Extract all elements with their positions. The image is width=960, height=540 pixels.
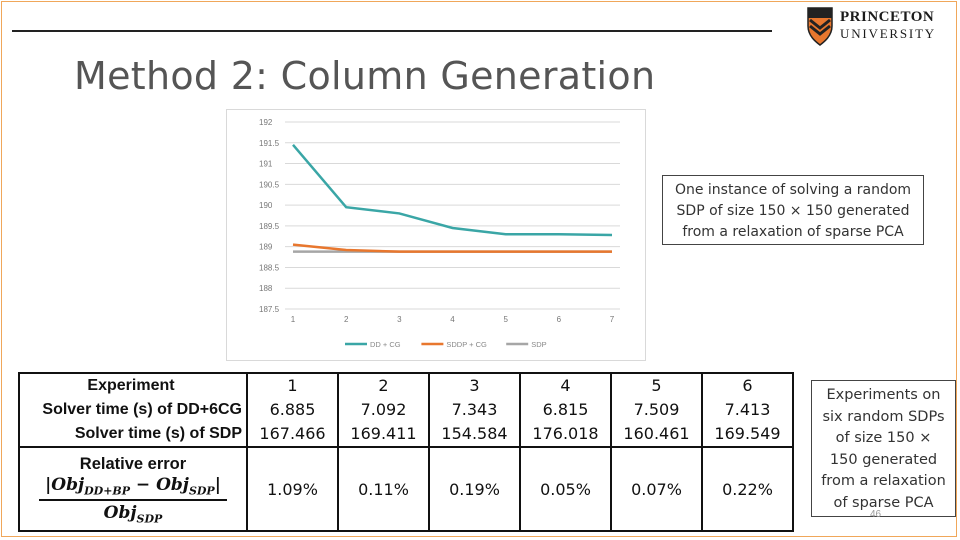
legend-label: DD + CG (370, 340, 401, 349)
experiment-column: 1 6.885 167.466 (246, 372, 339, 448)
relative-error-value: 0.07% (610, 446, 703, 532)
legend-label: SDP (531, 340, 546, 349)
sdp-time: 169.411 (350, 424, 417, 443)
table-row: Experiment Solver time (s) of DD+6CG Sol… (18, 372, 794, 448)
note-line: six random SDPs (822, 408, 945, 425)
x-tick-label: 4 (450, 315, 455, 324)
relative-error-label-cell: Relative error |ObjDD+BP − ObjSDP| ObjSD… (18, 446, 248, 532)
note-line: of sparse PCA (833, 494, 934, 511)
results-table: Experiment Solver time (s) of DD+6CG Sol… (18, 372, 794, 532)
sdp-time: 176.018 (532, 424, 599, 443)
slide-title: Method 2: Column Generation (74, 54, 656, 98)
row-label-sdp-time: Solver time (s) of SDP (74, 425, 242, 442)
note-line: of size 150 × (835, 430, 932, 446)
y-tick-label: 190 (259, 201, 273, 210)
dd-time: 6.815 (542, 400, 589, 419)
line-chart: 192 191.5 191 190.5 190 189.5 189 188.5 188 187.5… (226, 109, 646, 361)
sdp-time: 154.584 (441, 424, 508, 443)
experiment-column: 3 7.343 154.584 (428, 372, 521, 448)
row-labels-cell: Experiment Solver time (s) of DD+6CG Sol… (18, 372, 248, 448)
header-rule (12, 30, 772, 32)
relative-error-value: 0.05% (519, 446, 612, 532)
x-tick-label: 1 (291, 315, 296, 324)
logo-line2: UNIVERSITY (840, 26, 936, 41)
instance-note: One instance of solving a random SDP of … (662, 175, 924, 245)
x-tick-label: 2 (344, 315, 349, 324)
table-row: Relative error |ObjDD+BP − ObjSDP| ObjSD… (18, 446, 794, 532)
note-line: SDP of size 150 × 150 generated (676, 203, 910, 219)
y-tick-label: 191.5 (259, 139, 280, 148)
y-tick-label: 192 (259, 118, 273, 127)
relative-error-formula: |ObjDD+BP − ObjSDP| ObjSDP (39, 475, 227, 525)
experiment-id: 5 (651, 376, 662, 395)
x-tick-label: 6 (557, 315, 562, 324)
princeton-shield-icon (807, 7, 833, 46)
formula-part: | (214, 474, 221, 495)
sdp-time: 160.461 (623, 424, 690, 443)
sdp-time: 167.466 (259, 424, 326, 443)
dd-time: 7.092 (360, 400, 407, 419)
formula-part: − Obj (130, 474, 189, 495)
x-tick-label: 7 (610, 315, 615, 324)
experiment-id: 3 (469, 376, 480, 395)
formula-part: |Obj (45, 474, 85, 495)
formula-part: Obj (103, 503, 137, 523)
y-tick-label: 189 (259, 243, 273, 252)
y-tick-label: 189.5 (259, 222, 280, 231)
dd-time: 6.885 (269, 400, 316, 419)
legend-label: SDDP + CG (446, 340, 487, 349)
x-tick-label: 5 (503, 315, 508, 324)
relative-error-value: 0.11% (337, 446, 430, 532)
y-tick-label: 188 (259, 284, 273, 293)
y-tick-label: 187.5 (259, 305, 280, 314)
dd-time: 7.343 (451, 400, 498, 419)
experiment-id: 1 (287, 376, 298, 395)
note-line: Experiments on (826, 387, 941, 403)
x-tick-label: 3 (397, 315, 402, 324)
note-line: One instance of solving a random (674, 182, 912, 198)
y-tick-label: 190.5 (259, 180, 280, 189)
experiment-column: 4 6.815 176.018 (519, 372, 612, 448)
row-label-dd-time: Solver time (s) of DD+6CG (42, 401, 242, 418)
logo-line1: PRINCETON (840, 9, 935, 25)
note-line: 150 generated (829, 451, 938, 468)
note-line: from a relaxation of sparse PCA (682, 224, 904, 240)
note-line: from a relaxation (821, 473, 946, 489)
page-number: 46 (870, 509, 882, 520)
sdp-time: 169.549 (714, 424, 781, 443)
row-label-experiment: Experiment (87, 377, 175, 394)
formula-sub: SDP (188, 484, 215, 497)
experiment-column: 6 7.413 169.549 (701, 372, 794, 448)
formula-sub: SDP (136, 512, 163, 526)
experiment-id: 2 (378, 376, 389, 395)
formula-sub: DD+BP (84, 484, 130, 497)
experiments-note: Experiments on six random SDPs of size 1… (811, 380, 956, 517)
series-line (292, 144, 613, 237)
relative-error-value: 1.09% (246, 446, 339, 532)
dd-time: 7.413 (724, 400, 771, 419)
experiment-column: 5 7.509 160.461 (610, 372, 703, 448)
y-tick-label: 191 (259, 160, 273, 169)
dd-time: 7.509 (633, 400, 680, 419)
formula-numerator: |ObjDD+BP − ObjSDP| (39, 475, 227, 501)
line-chart-svg: 192 191.5 191 190.5 190 189.5 189 188.5 188 187.5… (259, 118, 620, 349)
series-line (292, 243, 612, 253)
formula-denominator: ObjSDP (39, 501, 227, 525)
experiment-id: 6 (742, 376, 753, 395)
princeton-logo: PRINCETON UNIVERSITY (806, 6, 951, 46)
y-tick-label: 188.5 (259, 263, 280, 272)
experiment-id: 4 (560, 376, 571, 395)
relative-error-value: 0.19% (428, 446, 521, 532)
experiment-column: 2 7.092 169.411 (337, 372, 430, 448)
relative-error-label: Relative error (79, 454, 187, 473)
relative-error-value: 0.22% (701, 446, 794, 532)
